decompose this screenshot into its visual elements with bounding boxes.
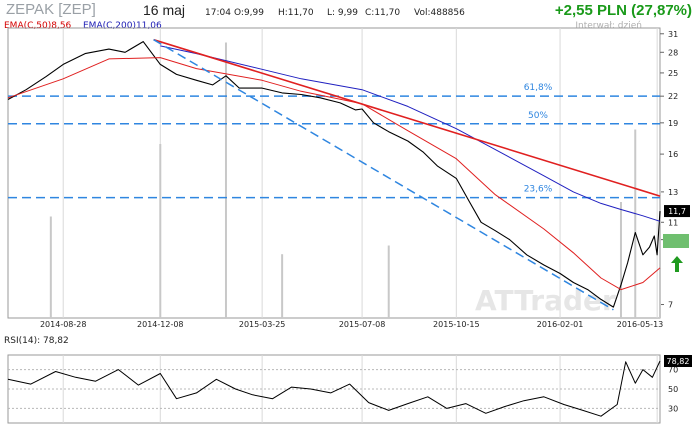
- rsi-legend: RSI(14): 78,82: [4, 336, 69, 346]
- last-price-box: [664, 205, 690, 218]
- quote-open: O:9,99: [234, 8, 264, 18]
- y-tick-label: 25: [668, 69, 678, 78]
- y-tick-label: 16: [668, 150, 678, 159]
- quote-high: H:11,70: [278, 8, 314, 18]
- interval-label: Interwał: dzień: [575, 21, 642, 31]
- x-tick-label: 2015-03-25: [239, 320, 286, 329]
- y-tick-label: 11: [668, 218, 678, 227]
- rsi-tick-label: 70: [668, 366, 678, 375]
- rsi-last-label: 78,82: [667, 357, 690, 366]
- fib-level-label: 50%: [528, 111, 548, 121]
- ema50-legend: EMA(C,50)8,56: [4, 21, 72, 31]
- quote-time: 17:04: [205, 8, 231, 18]
- series-rsi: [7, 360, 661, 417]
- series-trend-blue: [153, 39, 614, 311]
- x-tick-label: 2016-02-01: [537, 320, 584, 329]
- fib-level-label: 61,8%: [524, 83, 553, 93]
- y-tick-label: 31: [668, 30, 678, 39]
- instrument-title: ZEPAK [ZEP]: [6, 1, 96, 18]
- up-arrow-icon: [671, 256, 683, 272]
- series-ema-c-50-: [7, 57, 661, 291]
- quote-low: L: 9,99: [327, 8, 358, 18]
- series-price: [7, 41, 661, 308]
- price-change: +2,55 PLN (27,87%): [554, 2, 692, 19]
- rsi-tick-label: 30: [668, 404, 678, 413]
- ema200-legend: EMA(C,200)11,06: [83, 21, 162, 31]
- y-tick-label: 19: [668, 119, 678, 128]
- quote-close: C:11,70: [365, 8, 401, 18]
- quote-volume: Vol:488856: [414, 8, 465, 18]
- rsi-last-box: [664, 355, 692, 368]
- x-tick-label: 2016-05-13: [617, 320, 664, 329]
- y-tick-label: 7: [668, 301, 673, 310]
- rsi-tick-label: 50: [668, 385, 678, 394]
- x-tick-label: 2014-08-28: [40, 320, 87, 329]
- chart-header: ZEPAK [ZEP] 16 maj 17:04 O:9,99 H:11,70 …: [0, 0, 700, 22]
- x-tick-label: 2015-10-15: [433, 320, 480, 329]
- watermark: ATTrader: [475, 284, 616, 317]
- series-ema-c-200-: [160, 45, 661, 222]
- signal-box: [663, 234, 689, 248]
- y-tick-label: 13: [668, 188, 678, 197]
- fib-level-label: 23,6%: [524, 185, 553, 195]
- last-price-label: 11,7: [668, 207, 686, 216]
- x-tick-label: 2014-12-08: [137, 320, 184, 329]
- y-tick-label: 22: [668, 92, 678, 101]
- series-trend-red: [153, 38, 661, 197]
- quote-date: 16 maj: [143, 2, 186, 18]
- x-tick-label: 2015-07-08: [339, 320, 386, 329]
- y-tick-label: 28: [668, 48, 678, 57]
